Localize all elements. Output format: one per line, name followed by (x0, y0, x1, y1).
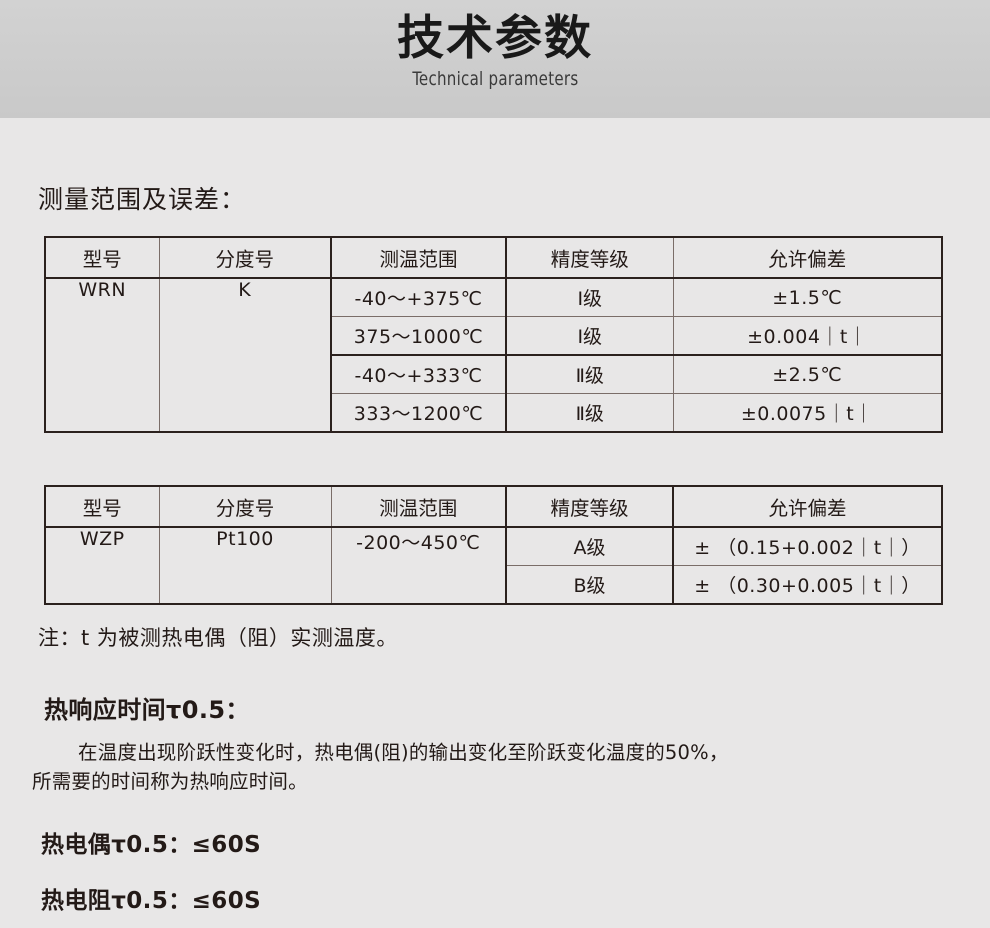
table-wzp-specifications: 型号 分度号 测温范围 精度等级 允许偏差 WZP Pt100 -200～450… (44, 485, 943, 605)
cell-allowable-deviation: ± （0.30+0.005｜t｜） (672, 565, 943, 605)
cell-accuracy-class: Ⅰ级 (505, 316, 674, 356)
page-banner: 技术参数 Technical parameters (0, 0, 990, 118)
banner-title: 技术参数 (397, 11, 593, 66)
cell-allowable-deviation: ±2.5℃ (672, 354, 943, 394)
note-text: 注：t 为被测热电偶（阻）实测温度。 (38, 626, 398, 650)
cell-allowable-deviation: ±0.0075｜t｜ (672, 393, 943, 433)
cell-temperature-range: 375～1000℃ (330, 316, 507, 356)
thermocouple-response-value: 热电偶τ0.5：≤60S (41, 831, 262, 858)
cell-accuracy-class: B级 (505, 565, 674, 605)
cell-accuracy-class: A级 (505, 526, 674, 566)
table-header-row: 型号 分度号 测温范围 精度等级 允许偏差 (44, 236, 943, 279)
paragraph-line-2: 所需要的时间称为热响应时间。 (32, 769, 308, 793)
cell-accuracy-class: Ⅱ级 (505, 354, 674, 394)
thermal-response-description: 在温度出现阶跃性变化时，热电偶(阻)的输出变化至阶跃变化温度的50%， 所需要的… (32, 739, 952, 797)
table-row: B级 ± （0.30+0.005｜t｜） (45, 565, 943, 605)
section-heading-thermal-response-time: 热响应时间τ0.5： (44, 696, 250, 724)
table-spacer (44, 433, 946, 465)
paragraph-line-1: 在温度出现阶跃性变化时，热电偶(阻)的输出变化至阶跃变化温度的50%， (78, 741, 729, 764)
column-header-model: 型号 (44, 236, 160, 279)
cell-allowable-deviation: ±0.004｜t｜ (672, 316, 943, 356)
cell-allowable-deviation: ±1.5℃ (672, 277, 943, 317)
table-row: 333～1200℃ Ⅱ级 ±0.0075｜t｜ (45, 393, 943, 433)
cell-allowable-deviation: ± （0.15+0.002｜t｜） (672, 526, 943, 566)
table-row: -40～+333℃ Ⅱ级 ±2.5℃ (45, 354, 943, 394)
table-header-row: 型号 分度号 测温范围 精度等级 允许偏差 (44, 485, 943, 528)
column-header-allowable-deviation: 允许偏差 (672, 236, 943, 279)
column-header-graduation: 分度号 (158, 236, 332, 279)
table-row: WRN K -40～+375℃ Ⅰ级 ±1.5℃ (44, 277, 943, 433)
column-header-accuracy-class: 精度等级 (505, 485, 674, 528)
cell-accuracy-class: Ⅰ级 (505, 277, 674, 317)
cell-model: WZP (44, 526, 160, 605)
cell-temperature-range: -40～+375℃ (330, 277, 507, 317)
table-row: WZP Pt100 -200～450℃ A级 ± （0.15+0.002｜t｜） (44, 526, 943, 605)
cell-temperature-range: -40～+333℃ (330, 354, 507, 394)
banner-subtitle: Technical parameters (411, 67, 579, 90)
table-row: 375～1000℃ Ⅰ级 ±0.004｜t｜ (45, 316, 943, 356)
rtd-response-value: 热电阻τ0.5：≤60S (41, 887, 262, 914)
cell-graduation: K (158, 277, 332, 433)
column-header-temperature-range: 测温范围 (330, 485, 507, 528)
cell-graduation: Pt100 (158, 526, 332, 605)
section-heading-measurement-range: 测量范围及误差： (38, 185, 247, 214)
cell-model: WRN (44, 277, 160, 433)
table-wrn-specifications: 型号 分度号 测温范围 精度等级 允许偏差 WRN K -40～+375℃ Ⅰ级… (44, 236, 943, 433)
page-content: 测量范围及误差： 型号 分度号 测温范围 精度等级 允许偏差 WRN K -40… (0, 180, 990, 915)
column-header-temperature-range: 测温范围 (330, 236, 507, 279)
cell-temperature-range: -200～450℃ (330, 526, 507, 605)
column-header-accuracy-class: 精度等级 (505, 236, 674, 279)
column-header-allowable-deviation: 允许偏差 (672, 485, 943, 528)
cell-accuracy-class: Ⅱ级 (505, 393, 674, 433)
cell-temperature-range: 333～1200℃ (330, 393, 507, 433)
column-header-graduation: 分度号 (158, 485, 332, 528)
column-header-model: 型号 (44, 485, 160, 528)
